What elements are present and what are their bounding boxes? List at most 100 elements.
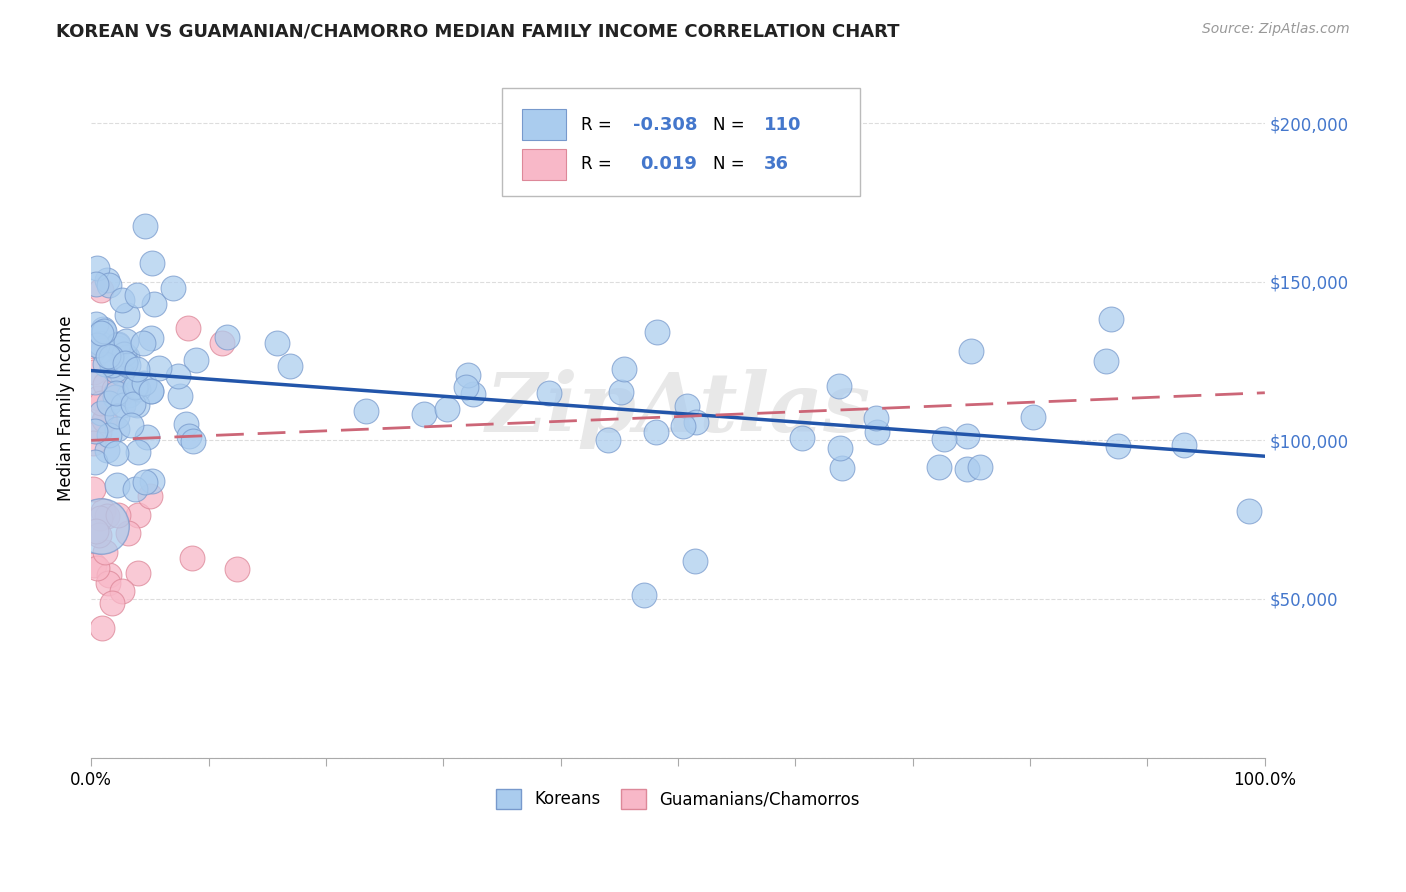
Point: [121, 397, 143, 411]
Text: 36: 36: [763, 155, 789, 173]
Point: [1099, 312, 1122, 326]
Point: [84, 277, 107, 291]
Point: [83, 339, 105, 353]
Text: R =: R =: [581, 155, 621, 173]
Point: [162, 281, 184, 295]
Point: [645, 325, 668, 339]
Point: [683, 554, 706, 568]
Point: [1173, 438, 1195, 452]
Point: [100, 351, 122, 365]
Point: [538, 385, 561, 400]
Point: [100, 355, 122, 369]
Text: KOREAN VS GUAMANIAN/CHAMORRO MEDIAN FAMILY INCOME CORRELATION CHART: KOREAN VS GUAMANIAN/CHAMORRO MEDIAN FAMI…: [56, 22, 900, 40]
Text: Source: ZipAtlas.com: Source: ZipAtlas.com: [1202, 22, 1350, 37]
Point: [98, 278, 121, 293]
Point: [675, 399, 697, 413]
Point: [105, 478, 128, 492]
Point: [87, 338, 110, 352]
Text: N =: N =: [713, 116, 749, 134]
Point: [685, 415, 707, 429]
Point: [134, 219, 156, 233]
Point: [1022, 409, 1045, 424]
Point: [132, 335, 155, 350]
Point: [111, 368, 134, 382]
Point: [89, 335, 111, 350]
Bar: [522, 109, 567, 140]
Point: [127, 383, 149, 397]
Point: [141, 256, 163, 270]
Point: [124, 483, 146, 497]
Point: [83, 455, 105, 469]
Point: [103, 363, 125, 377]
Point: [127, 362, 149, 376]
Point: [598, 433, 620, 447]
Point: [610, 384, 633, 399]
Point: [266, 336, 288, 351]
Point: [932, 432, 955, 446]
Point: [672, 418, 695, 433]
Point: [127, 508, 149, 522]
Text: ZipAtlas: ZipAtlas: [485, 368, 870, 449]
Point: [120, 417, 142, 432]
Point: [136, 429, 159, 443]
Point: [107, 338, 129, 352]
Point: [104, 390, 127, 404]
Point: [105, 385, 128, 400]
Point: [177, 429, 200, 443]
Point: [112, 398, 135, 412]
Point: [969, 459, 991, 474]
Point: [90, 519, 112, 533]
Point: [1237, 504, 1260, 518]
Point: [141, 384, 163, 398]
Point: [117, 525, 139, 540]
Point: [436, 402, 458, 417]
Point: [93, 504, 115, 518]
Point: [169, 389, 191, 403]
Point: [86, 338, 108, 352]
Point: [866, 425, 889, 440]
Point: [107, 337, 129, 351]
Point: [125, 379, 148, 393]
Point: [87, 425, 110, 440]
Point: [127, 445, 149, 459]
Point: [97, 575, 120, 590]
Point: [101, 358, 124, 372]
Point: [177, 321, 200, 335]
Text: R =: R =: [581, 116, 617, 134]
Point: [139, 489, 162, 503]
Point: [111, 583, 134, 598]
Legend: Koreans, Guamanians/Chamorros: Koreans, Guamanians/Chamorros: [489, 782, 866, 815]
Point: [211, 336, 233, 351]
FancyBboxPatch shape: [502, 87, 860, 195]
Point: [86, 524, 108, 538]
Point: [125, 398, 148, 412]
Point: [115, 350, 138, 364]
Point: [83, 558, 105, 573]
Point: [93, 357, 115, 371]
Point: [93, 377, 115, 392]
Point: [111, 293, 134, 308]
Point: [828, 379, 851, 393]
Point: [105, 446, 128, 460]
Point: [117, 358, 139, 372]
Point: [181, 434, 204, 448]
Point: [94, 412, 117, 426]
Point: [96, 509, 118, 524]
Point: [956, 429, 979, 443]
Point: [225, 561, 247, 575]
Point: [93, 324, 115, 338]
Point: [174, 417, 197, 432]
Point: [790, 431, 813, 445]
Point: [110, 387, 132, 401]
Point: [87, 391, 110, 405]
Point: [90, 326, 112, 341]
Point: [84, 375, 107, 389]
Point: [134, 475, 156, 489]
Point: [141, 384, 163, 398]
Point: [103, 382, 125, 396]
Point: [91, 343, 114, 357]
Point: [96, 273, 118, 287]
Point: [90, 396, 112, 410]
Point: [112, 347, 135, 361]
Point: [831, 460, 853, 475]
